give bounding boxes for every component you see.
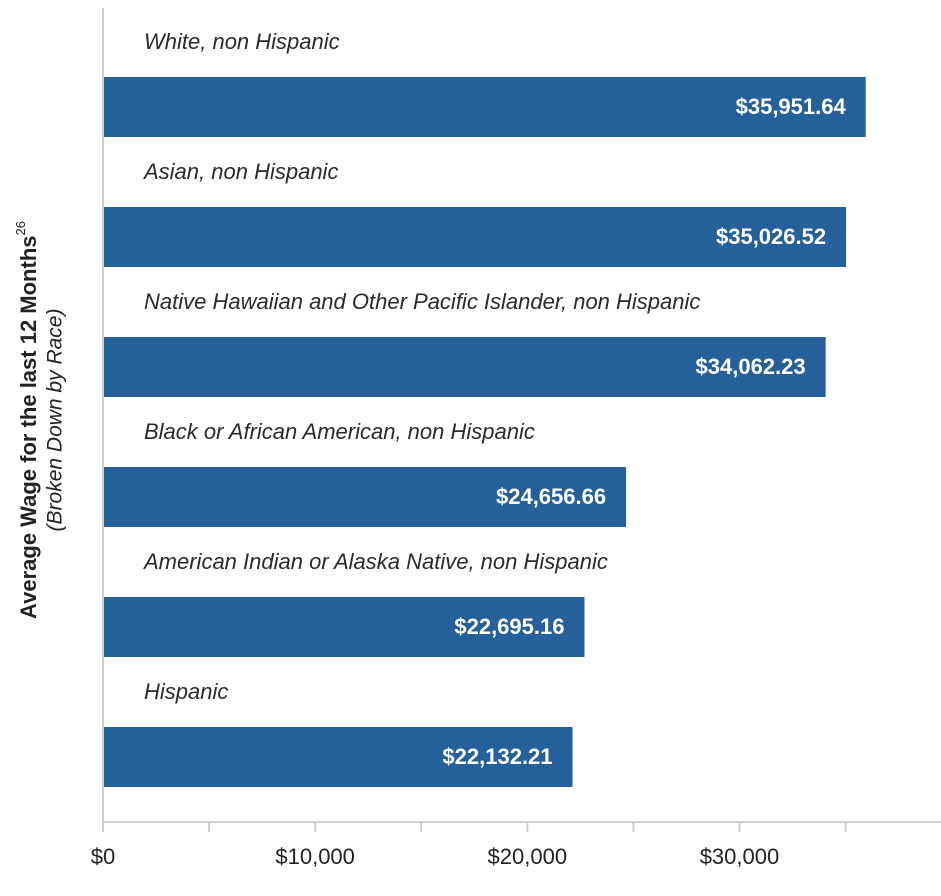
value-label: $24,656.66 <box>496 484 606 509</box>
category-label: American Indian or Alaska Native, non Hi… <box>142 549 608 574</box>
bar <box>103 597 585 657</box>
bar <box>103 727 573 787</box>
bar <box>103 467 627 527</box>
category-label: Black or African American, non Hispanic <box>144 419 535 444</box>
bar <box>103 207 847 267</box>
value-label: $22,132.21 <box>442 744 552 769</box>
x-tick-label: $20,000 <box>488 844 568 869</box>
value-label: $22,695.16 <box>454 614 564 639</box>
value-label: $35,951.64 <box>736 94 847 119</box>
y-axis-subtitle: (Broken Down by Race) <box>44 309 67 532</box>
bar <box>103 337 826 397</box>
x-tick-label: $30,000 <box>700 844 780 869</box>
x-tick-label: $0 <box>91 844 115 869</box>
value-label: $34,062.23 <box>696 354 806 379</box>
bar <box>103 77 866 137</box>
x-tick-label: $10,000 <box>275 844 355 869</box>
footnote-ref: 26 <box>13 221 28 235</box>
y-axis-title-text: Average Wage for the last 12 Months <box>16 236 41 619</box>
category-label: White, non Hispanic <box>144 29 340 54</box>
y-axis-title-group: Average Wage for the last 12 Months26 <box>13 221 40 619</box>
category-label: Asian, non Hispanic <box>142 159 338 184</box>
value-label: $35,026.52 <box>716 224 826 249</box>
category-label: Native Hawaiian and Other Pacific Island… <box>144 289 700 314</box>
y-axis-title: Average Wage for the last 12 Months26 <box>13 221 40 619</box>
category-label: Hispanic <box>144 679 228 704</box>
